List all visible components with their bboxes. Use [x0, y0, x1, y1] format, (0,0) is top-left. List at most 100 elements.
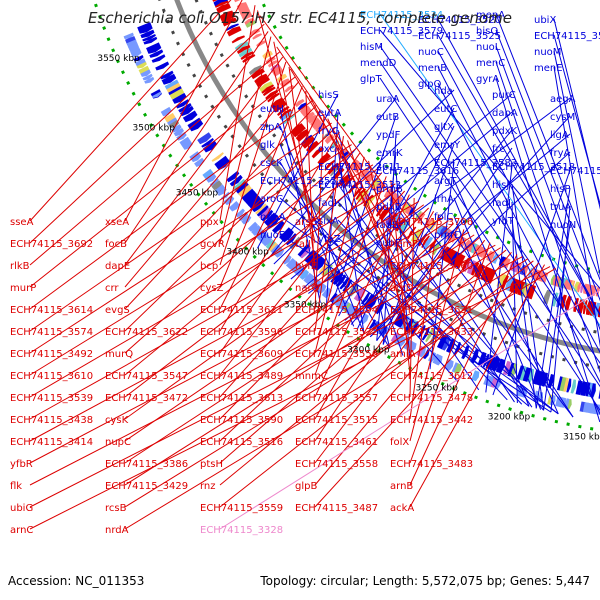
label-leader-line [219, 207, 430, 420]
plus-strand-gene [172, 92, 187, 104]
minus-gene-label: ECH74115_3489 [200, 371, 283, 382]
label-leader-line [409, 197, 415, 398]
label-leader-line [219, 223, 454, 442]
label-leader-line [437, 34, 600, 317]
label-leader-line [29, 76, 296, 288]
plus-strand-gene [229, 174, 243, 187]
minus-gene-label: ECH74115_3706 [390, 217, 473, 228]
plus-strand-gene [303, 272, 313, 283]
label-leader-line [124, 258, 529, 508]
plus-gene-label: ECH74115_3534 [360, 10, 443, 21]
plus-gene-label: argT [434, 176, 457, 187]
plus-strand-gene [191, 154, 202, 163]
minus-strand-gene [463, 258, 472, 272]
plus-gene-label: eutH [260, 104, 284, 115]
minus-strand-gene [226, 26, 242, 37]
plus-strand-gene [563, 377, 569, 392]
minus-strand-gene [582, 300, 588, 315]
plus-strand-gene [211, 152, 224, 162]
plus-strand-gene [490, 377, 498, 388]
label-leader-line [453, 215, 530, 407]
plus-strand-gene [255, 203, 267, 215]
plus-strand-gene [137, 22, 152, 32]
minus-gene-label: ECH74115_3492 [10, 349, 93, 360]
minus-gene-label: amiA [390, 349, 416, 360]
minus-gene-label: ECH74115_3631 [390, 305, 473, 316]
plus-gene-label: cscK [260, 158, 283, 169]
minus-strand-gene [542, 272, 549, 283]
kbp-tick-label: 3300 kbp [347, 346, 390, 356]
minus-gene-label: ECH74115_3328 [200, 525, 283, 536]
label-leader-line [495, 77, 600, 423]
plus-gene-label: ECH74115_3611 [318, 162, 401, 173]
minus-strand-gene [362, 171, 371, 180]
minus-strand-gene [501, 275, 509, 290]
plus-strand-gene [167, 117, 177, 125]
plus-strand-gene [162, 76, 177, 85]
label-leader-line [219, 172, 383, 376]
plus-strand-gene [285, 257, 297, 269]
label-leader-line [495, 13, 600, 281]
minus-strand-gene [564, 295, 572, 311]
plus-strand-gene [288, 260, 299, 271]
plus-strand-gene [360, 291, 371, 305]
plus-gene-label: frc [492, 144, 505, 155]
plus-gene-label: aroC [260, 194, 283, 205]
plus-gene-label: ECH74115_3517 [550, 166, 600, 177]
kbp-tick-label: 3350 kbp [284, 300, 327, 310]
label-leader-line [338, 107, 455, 317]
plus-gene-label: mendD [360, 58, 397, 69]
minus-gene-label: ECH74115_3596 [200, 327, 283, 338]
plus-gene-label: aegA [550, 94, 576, 105]
plus-strand-gene [353, 287, 366, 302]
label-leader-line [219, 5, 256, 222]
plus-strand-gene [187, 117, 201, 128]
label-leader-line [124, 127, 336, 332]
plus-gene-label: ECH74115_3579 [360, 26, 443, 37]
label-leader-line [314, 210, 435, 420]
minus-gene-label: nrdA [105, 525, 129, 536]
plus-strand-gene [168, 119, 180, 129]
label-leader-line [409, 264, 545, 508]
plus-strand-gene [522, 367, 532, 382]
label-leader-line [337, 219, 508, 401]
minus-strand-gene [577, 282, 582, 293]
label-leader-line [535, 187, 571, 409]
plus-gene-label: lrhA [434, 194, 454, 205]
minus-strand-gene [353, 186, 364, 198]
plus-strand-gene [161, 73, 176, 85]
minus-strand-gene [463, 239, 472, 251]
minus-gene-label: ECH74115_3610 [10, 371, 93, 382]
minus-strand-gene [478, 247, 487, 258]
label-leader-line [219, 289, 600, 530]
plus-strand-gene [247, 221, 258, 232]
minus-gene-label: nupC [105, 437, 131, 448]
plus-strand-gene [318, 284, 327, 295]
minus-gene-label: ptsH [200, 459, 223, 470]
minus-strand-gene [295, 129, 310, 142]
kbp-tick-label: 3550 kbp [97, 54, 140, 64]
plus-gene-label: hisJ [492, 180, 509, 191]
minus-gene-label: rlkB [10, 261, 30, 272]
plus-strand-gene [136, 61, 147, 69]
plus-gene-label: cysM [550, 112, 575, 123]
plus-strand-gene [171, 124, 182, 133]
minus-gene-label: sseA [10, 217, 34, 228]
plus-gene-label: mepA [476, 10, 505, 21]
kbp-tick-label: 3450 kbp [176, 188, 219, 198]
label-leader-line [279, 107, 321, 303]
plus-strand-gene [138, 24, 153, 34]
plus-strand-gene [318, 261, 332, 276]
label-leader-line [395, 223, 515, 403]
plus-gene-label: emrK [376, 148, 403, 159]
plus-strand-gene [233, 178, 247, 191]
minus-gene-label: narQ [295, 283, 320, 294]
accession-label: Accession: NC_011353 [8, 574, 145, 588]
plus-strand-gene [260, 234, 270, 244]
label-leader-line [314, 226, 460, 442]
minus-strand-gene [225, 23, 239, 31]
label-leader-line [124, 81, 300, 288]
label-leader-line [124, 31, 269, 244]
plus-strand-gene [575, 380, 583, 396]
minus-strand-gene [267, 92, 280, 103]
